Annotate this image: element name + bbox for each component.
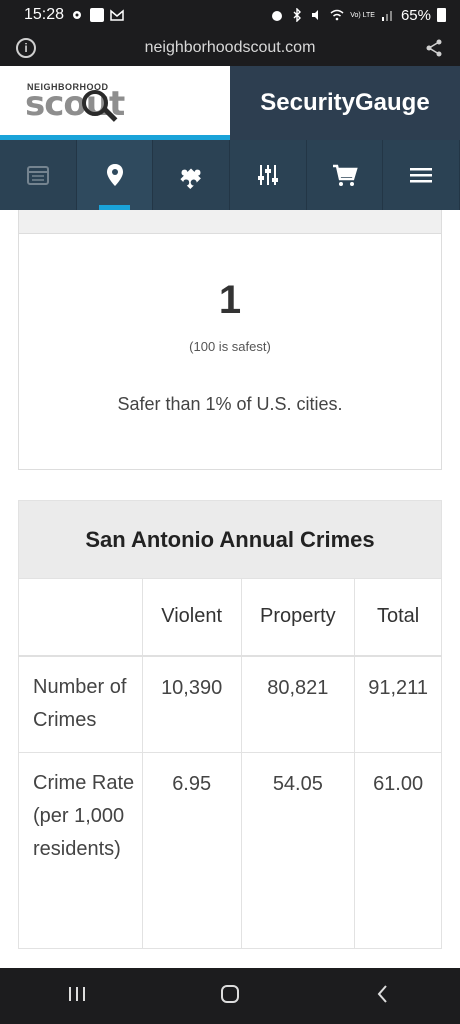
section-strip — [18, 210, 442, 234]
nav-cart[interactable] — [307, 140, 384, 210]
puzzle-icon — [180, 168, 202, 189]
status-bar: 15:28 Vo) LTE 65% — [0, 0, 460, 30]
browser-url-bar[interactable]: i neighborhoodscout.com — [0, 30, 460, 66]
magnifier-icon — [82, 90, 108, 116]
column-header-violent: Violent — [141, 578, 242, 657]
table-row: Number of Crimes 10,390 80,821 91,211 — [18, 655, 442, 753]
column-header-property: Property — [240, 578, 356, 657]
nav-filters[interactable] — [230, 140, 307, 210]
system-navigation-bar — [0, 968, 460, 1024]
row-label: Crime Rate (per 1,000 residents) — [18, 752, 143, 949]
page-content: 1 (100 is safest) Safer than 1% of U.S. … — [0, 210, 460, 968]
cell-property: 54.05 — [240, 752, 356, 949]
battery-percent: 65% — [400, 6, 431, 24]
site-header: NEIGHBORHOOD scout SecurityGauge — [0, 66, 460, 140]
table-header-row: Violent Property Total — [18, 578, 442, 657]
table-title: San Antonio Annual Crimes — [18, 500, 442, 579]
signal-icon — [381, 8, 395, 22]
nav-reports[interactable] — [0, 140, 77, 210]
main-nav — [0, 140, 460, 210]
neighborhoodscout-logo[interactable]: NEIGHBORHOOD scout — [0, 66, 230, 140]
nav-menu[interactable] — [383, 140, 460, 210]
network-label: Vo) LTE — [350, 11, 375, 19]
home-icon[interactable] — [218, 982, 242, 1011]
nav-location[interactable] — [76, 140, 154, 210]
sliders-icon — [257, 165, 278, 185]
cell-total: 91,211 — [354, 655, 442, 753]
notification-icon — [90, 8, 105, 22]
row-label: Number of Crimes — [18, 655, 143, 753]
gmail-icon — [110, 8, 124, 22]
mute-icon — [310, 8, 324, 22]
gear-icon — [70, 8, 84, 22]
bluetooth-icon — [290, 7, 304, 23]
url-text[interactable]: neighborhoodscout.com — [144, 39, 316, 56]
back-icon[interactable] — [371, 982, 395, 1011]
logo-top-text: NEIGHBORHOOD — [27, 82, 109, 92]
location-pin-icon — [106, 164, 123, 186]
annual-crimes-table: San Antonio Annual Crimes Violent Proper… — [18, 500, 442, 949]
recent-apps-icon[interactable] — [65, 982, 89, 1011]
menu-icon — [410, 168, 433, 183]
status-time: 15:28 — [24, 6, 65, 23]
product-title[interactable]: SecurityGauge — [230, 66, 460, 140]
security-score-value: 1 — [218, 278, 242, 322]
security-score-card: 1 (100 is safest) Safer than 1% of U.S. … — [18, 234, 442, 470]
calendar-icon — [26, 166, 49, 185]
share-icon[interactable] — [424, 38, 444, 58]
cell-property: 80,821 — [240, 655, 356, 753]
cell-violent: 6.95 — [141, 752, 242, 949]
column-header-total: Total — [354, 578, 442, 657]
site-info-icon[interactable]: i — [16, 38, 36, 58]
nav-tools[interactable] — [153, 140, 231, 210]
cart-icon — [332, 164, 358, 186]
security-score-note: (100 is safest) — [189, 339, 271, 354]
security-score-description: Safer than 1% of U.S. cities. — [117, 394, 343, 414]
battery-icon — [437, 8, 446, 22]
wifi-icon — [330, 8, 344, 22]
cell-violent: 10,390 — [141, 655, 242, 753]
cell-total: 61.00 — [354, 752, 442, 949]
alarm-icon — [270, 8, 284, 22]
column-header-empty — [18, 578, 143, 657]
table-row: Crime Rate (per 1,000 residents) 6.95 54… — [18, 752, 442, 949]
